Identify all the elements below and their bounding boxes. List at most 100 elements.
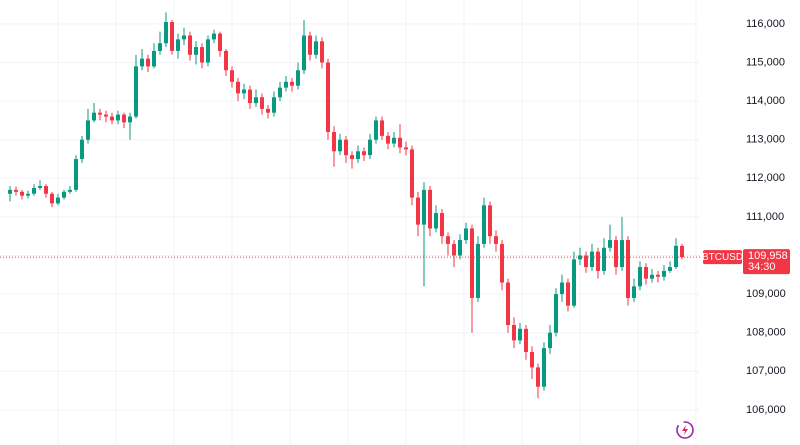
candle-body (572, 259, 576, 306)
candle-body (74, 159, 78, 190)
candle-body (374, 120, 378, 140)
candle-body (284, 81, 288, 88)
y-tick-label: 106,000 (746, 404, 786, 416)
y-tick-label: 115,000 (746, 56, 785, 68)
candle-body (86, 120, 90, 140)
y-tick-label: 107,000 (746, 365, 786, 377)
candle-body (254, 97, 258, 104)
y-tick-label: 108,000 (746, 327, 786, 339)
candle-body (356, 151, 360, 160)
candle-body (656, 274, 660, 277)
candle-body (128, 116, 132, 123)
candle-body (200, 47, 204, 63)
candle-body (218, 33, 222, 51)
candle-body (554, 294, 558, 333)
candle-body (164, 21, 168, 44)
candle-body (536, 367, 540, 387)
candle-body (566, 282, 570, 306)
candle-body (368, 139, 372, 156)
candle-body (20, 191, 24, 196)
symbol-label-bg (703, 250, 742, 265)
candle-body (98, 112, 102, 115)
candle-body (482, 205, 486, 244)
candle-body (590, 251, 594, 268)
candle-body (500, 243, 504, 283)
candle-body (392, 137, 396, 144)
candle-body (50, 193, 54, 204)
candle-body (272, 97, 276, 113)
candle-body (14, 189, 18, 192)
candle-body (188, 35, 192, 55)
candle-body (470, 228, 474, 298)
candle-body (308, 35, 312, 55)
candle-body (422, 189, 426, 225)
symbol-label: BTCUSD (702, 252, 743, 263)
candle-body (230, 70, 234, 82)
candle-body (362, 151, 366, 156)
y-tick-label: 112,000 (746, 172, 785, 184)
candle-body (38, 186, 42, 188)
candle-body (632, 286, 636, 298)
candle-body (506, 282, 510, 325)
candle-body (416, 197, 420, 225)
candle-body (302, 35, 306, 71)
candle-body (170, 21, 174, 51)
candle-body (122, 114, 126, 123)
candle-body (560, 282, 564, 295)
candle-body (32, 187, 36, 194)
candle-body (650, 274, 654, 279)
candle-body (410, 149, 414, 198)
candle-body (152, 50, 156, 67)
candle-body (26, 193, 30, 196)
candle-body (530, 351, 534, 368)
candle-body (290, 81, 294, 86)
candle-body (542, 348, 546, 387)
candle-body (278, 87, 282, 98)
candle-body (224, 50, 228, 71)
candle-body (440, 213, 444, 237)
candle-body (524, 328, 528, 352)
candle-body (404, 147, 408, 150)
candle-body (296, 70, 300, 86)
candle-body (266, 108, 270, 113)
candle-body (92, 112, 96, 121)
candle-body (206, 39, 210, 63)
countdown-label: 34:30 (748, 261, 776, 273)
candle-body (140, 58, 144, 67)
y-tick-label: 114,000 (746, 95, 785, 107)
candle-body (662, 270, 666, 277)
candle-body (584, 255, 588, 268)
candle-body (620, 240, 624, 268)
candle-body (8, 189, 12, 194)
candle-body (134, 66, 138, 117)
price-label: 109,958 (748, 250, 788, 262)
candle-body (104, 114, 108, 117)
candle-body (110, 116, 114, 121)
candle-body (638, 267, 642, 287)
candle-body (614, 240, 618, 268)
candle-body (434, 213, 438, 229)
candle-body (626, 240, 630, 298)
candle-body (518, 328, 522, 341)
candle-body (56, 197, 60, 204)
candle-body (212, 33, 216, 40)
candle-body (260, 97, 264, 109)
candle-body (674, 245, 678, 268)
candle-body (350, 155, 354, 160)
candle-body (488, 205, 492, 237)
candle-body (452, 243, 456, 256)
candle-body (344, 139, 348, 156)
y-tick-label: 111,000 (746, 211, 784, 223)
candle-body (398, 137, 402, 148)
candle-body (332, 131, 336, 152)
candle-body (548, 332, 552, 349)
candle-body (314, 41, 318, 55)
candle-body (326, 62, 330, 132)
candle-body (116, 114, 120, 121)
candle-body (44, 186, 48, 194)
y-tick-label: 116,000 (746, 18, 785, 30)
candle-body (668, 267, 672, 271)
assistant-icon[interactable] (676, 421, 694, 439)
candle-body (194, 47, 198, 55)
